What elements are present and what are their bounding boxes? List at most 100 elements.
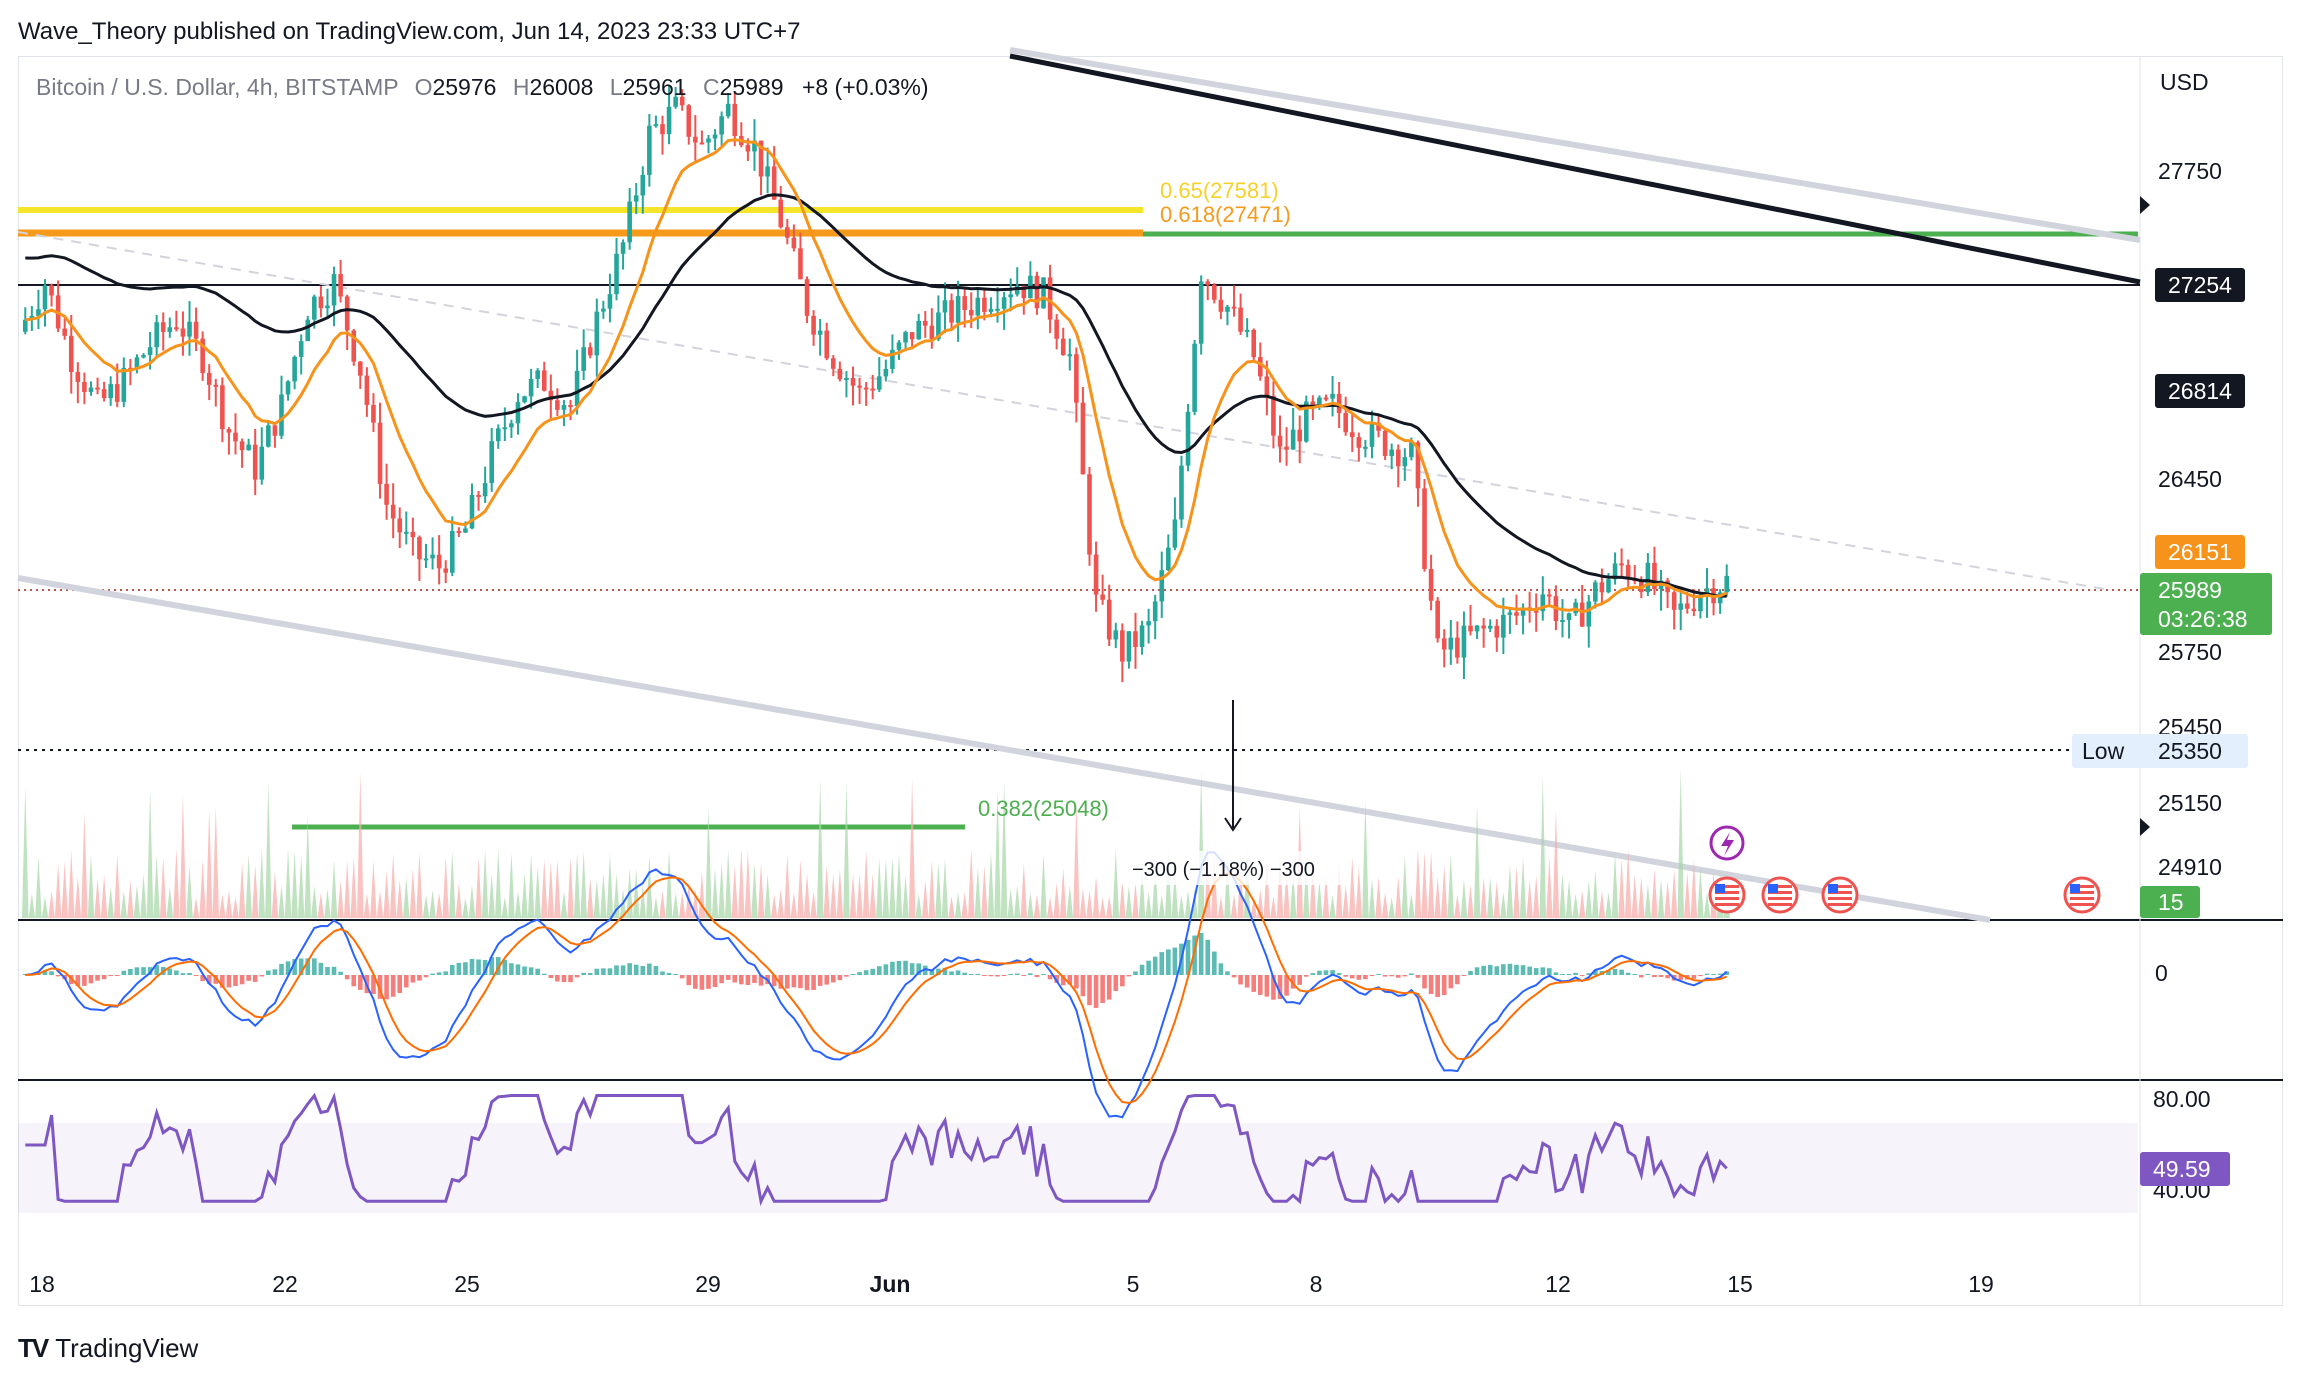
candle-body — [1192, 343, 1197, 412]
volume-bar — [843, 782, 850, 918]
macd-hist-bar — [1428, 975, 1434, 995]
macd-hist-bar — [929, 969, 935, 975]
volume-bar — [1263, 859, 1271, 918]
macd-hist-bar — [1625, 972, 1631, 975]
volume-bar — [74, 876, 82, 918]
macd-hist-bar — [259, 975, 265, 977]
volume-bar — [823, 864, 831, 918]
macd-hist-bar — [975, 973, 981, 975]
us-flag-icon — [2063, 876, 2101, 914]
low-label: L — [609, 74, 623, 100]
macd-hist-bar — [417, 975, 422, 981]
candle-body — [1363, 446, 1368, 449]
candle-body — [1198, 281, 1204, 344]
volume-bar — [1381, 892, 1389, 918]
candle-body — [725, 103, 731, 117]
candle-body — [1382, 430, 1388, 456]
us-flag-canton — [1768, 884, 1778, 893]
volume-bar — [1559, 873, 1566, 918]
volume-bar — [1552, 809, 1560, 918]
volume-bar — [1434, 877, 1441, 918]
volume-bar — [1605, 892, 1612, 918]
candle-body — [607, 294, 613, 309]
us-flag-ring — [1761, 876, 1799, 914]
macd-hist-bar — [739, 975, 744, 985]
channel-upper-black — [1009, 53, 2141, 285]
candle-body — [351, 330, 357, 362]
macd-hist-bar — [791, 975, 797, 988]
candle-body — [541, 370, 547, 391]
measure-label: −300 (−1.18%) −300 — [1132, 859, 1315, 881]
candle-body — [279, 394, 284, 436]
candle-body — [338, 274, 343, 297]
candle-body — [1422, 488, 1427, 570]
candle-body — [890, 349, 895, 369]
volume-bar — [915, 893, 922, 918]
open-value: 25976 — [432, 74, 497, 100]
macd-hist-bar — [1106, 975, 1112, 1000]
low-value: 25961 — [622, 74, 687, 100]
macd-hist-bar — [1415, 975, 1421, 978]
symbol-label[interactable]: Bitcoin / U.S. Dollar, 4h, BITSTAMP — [36, 74, 399, 100]
macd-hist-bar — [1244, 975, 1250, 988]
candle-body — [1317, 397, 1322, 406]
macd-hist-bar — [469, 958, 475, 975]
volume-bar — [1368, 879, 1376, 918]
macd-hist-bar — [548, 975, 554, 979]
candle-body — [1258, 357, 1263, 377]
volume-bar — [140, 874, 147, 918]
volume-bar — [810, 891, 817, 918]
volume-bar — [238, 863, 246, 918]
macd-hist-bar — [653, 965, 659, 975]
volume-bar — [987, 851, 995, 918]
macd-hist-bar — [226, 975, 232, 988]
candle-body — [174, 327, 179, 330]
volume-bar — [22, 785, 29, 918]
tag-low-label: Low — [2082, 738, 2125, 764]
us-flag-canton — [1715, 884, 1725, 893]
measure-label-bg — [1118, 851, 1348, 885]
macd-hist-bar — [1343, 975, 1348, 977]
macd-hist-bar — [1047, 975, 1053, 980]
macd-hist-bar — [384, 975, 389, 1000]
candle-body — [627, 201, 632, 243]
macd-hist-bar — [1271, 975, 1276, 1000]
candle-body — [1533, 610, 1539, 613]
rsi-upper-label: 80.00 — [2153, 1086, 2211, 1112]
candle-body — [1599, 582, 1605, 593]
macd-hist-bar — [666, 972, 672, 975]
macd-hist-bar — [916, 963, 921, 975]
macd-hist-bar — [1264, 975, 1270, 997]
macd-hist-bar — [1251, 975, 1257, 992]
us-flag-stripe — [2070, 903, 2094, 906]
volume-bar — [659, 890, 666, 918]
volume-bar — [560, 891, 568, 918]
candle-body — [732, 103, 738, 136]
volume-area — [22, 768, 1730, 918]
volume-bar — [1657, 879, 1665, 918]
candle-body — [272, 425, 278, 436]
macd-hist-bar — [817, 975, 823, 986]
volume-bar — [1532, 875, 1540, 918]
macd-hist-bar — [1126, 975, 1132, 977]
volume-bar — [547, 861, 555, 918]
tradingview-footer[interactable]: TV TradingView — [18, 1330, 198, 1366]
macd-hist-bar — [1724, 971, 1730, 975]
macd-hist-bar — [292, 959, 297, 975]
volume-bar — [790, 892, 798, 918]
macd-hist-bar — [1448, 975, 1454, 989]
macd-hist-bar — [233, 975, 238, 987]
macd-hist-bar — [857, 972, 862, 975]
macd-hist-bar — [581, 972, 586, 975]
macd-hist-bar — [358, 975, 363, 990]
candle-body — [358, 361, 363, 376]
macd-hist-bar — [1520, 965, 1526, 975]
macd-hist-bar — [627, 963, 632, 975]
macd-hist-bar — [430, 973, 435, 975]
tag-26814: 26814 — [2155, 374, 2245, 408]
candle-body — [331, 274, 337, 306]
volume-bar — [120, 891, 128, 918]
macd-hist-bar — [660, 971, 665, 975]
volume-bar — [816, 778, 824, 918]
